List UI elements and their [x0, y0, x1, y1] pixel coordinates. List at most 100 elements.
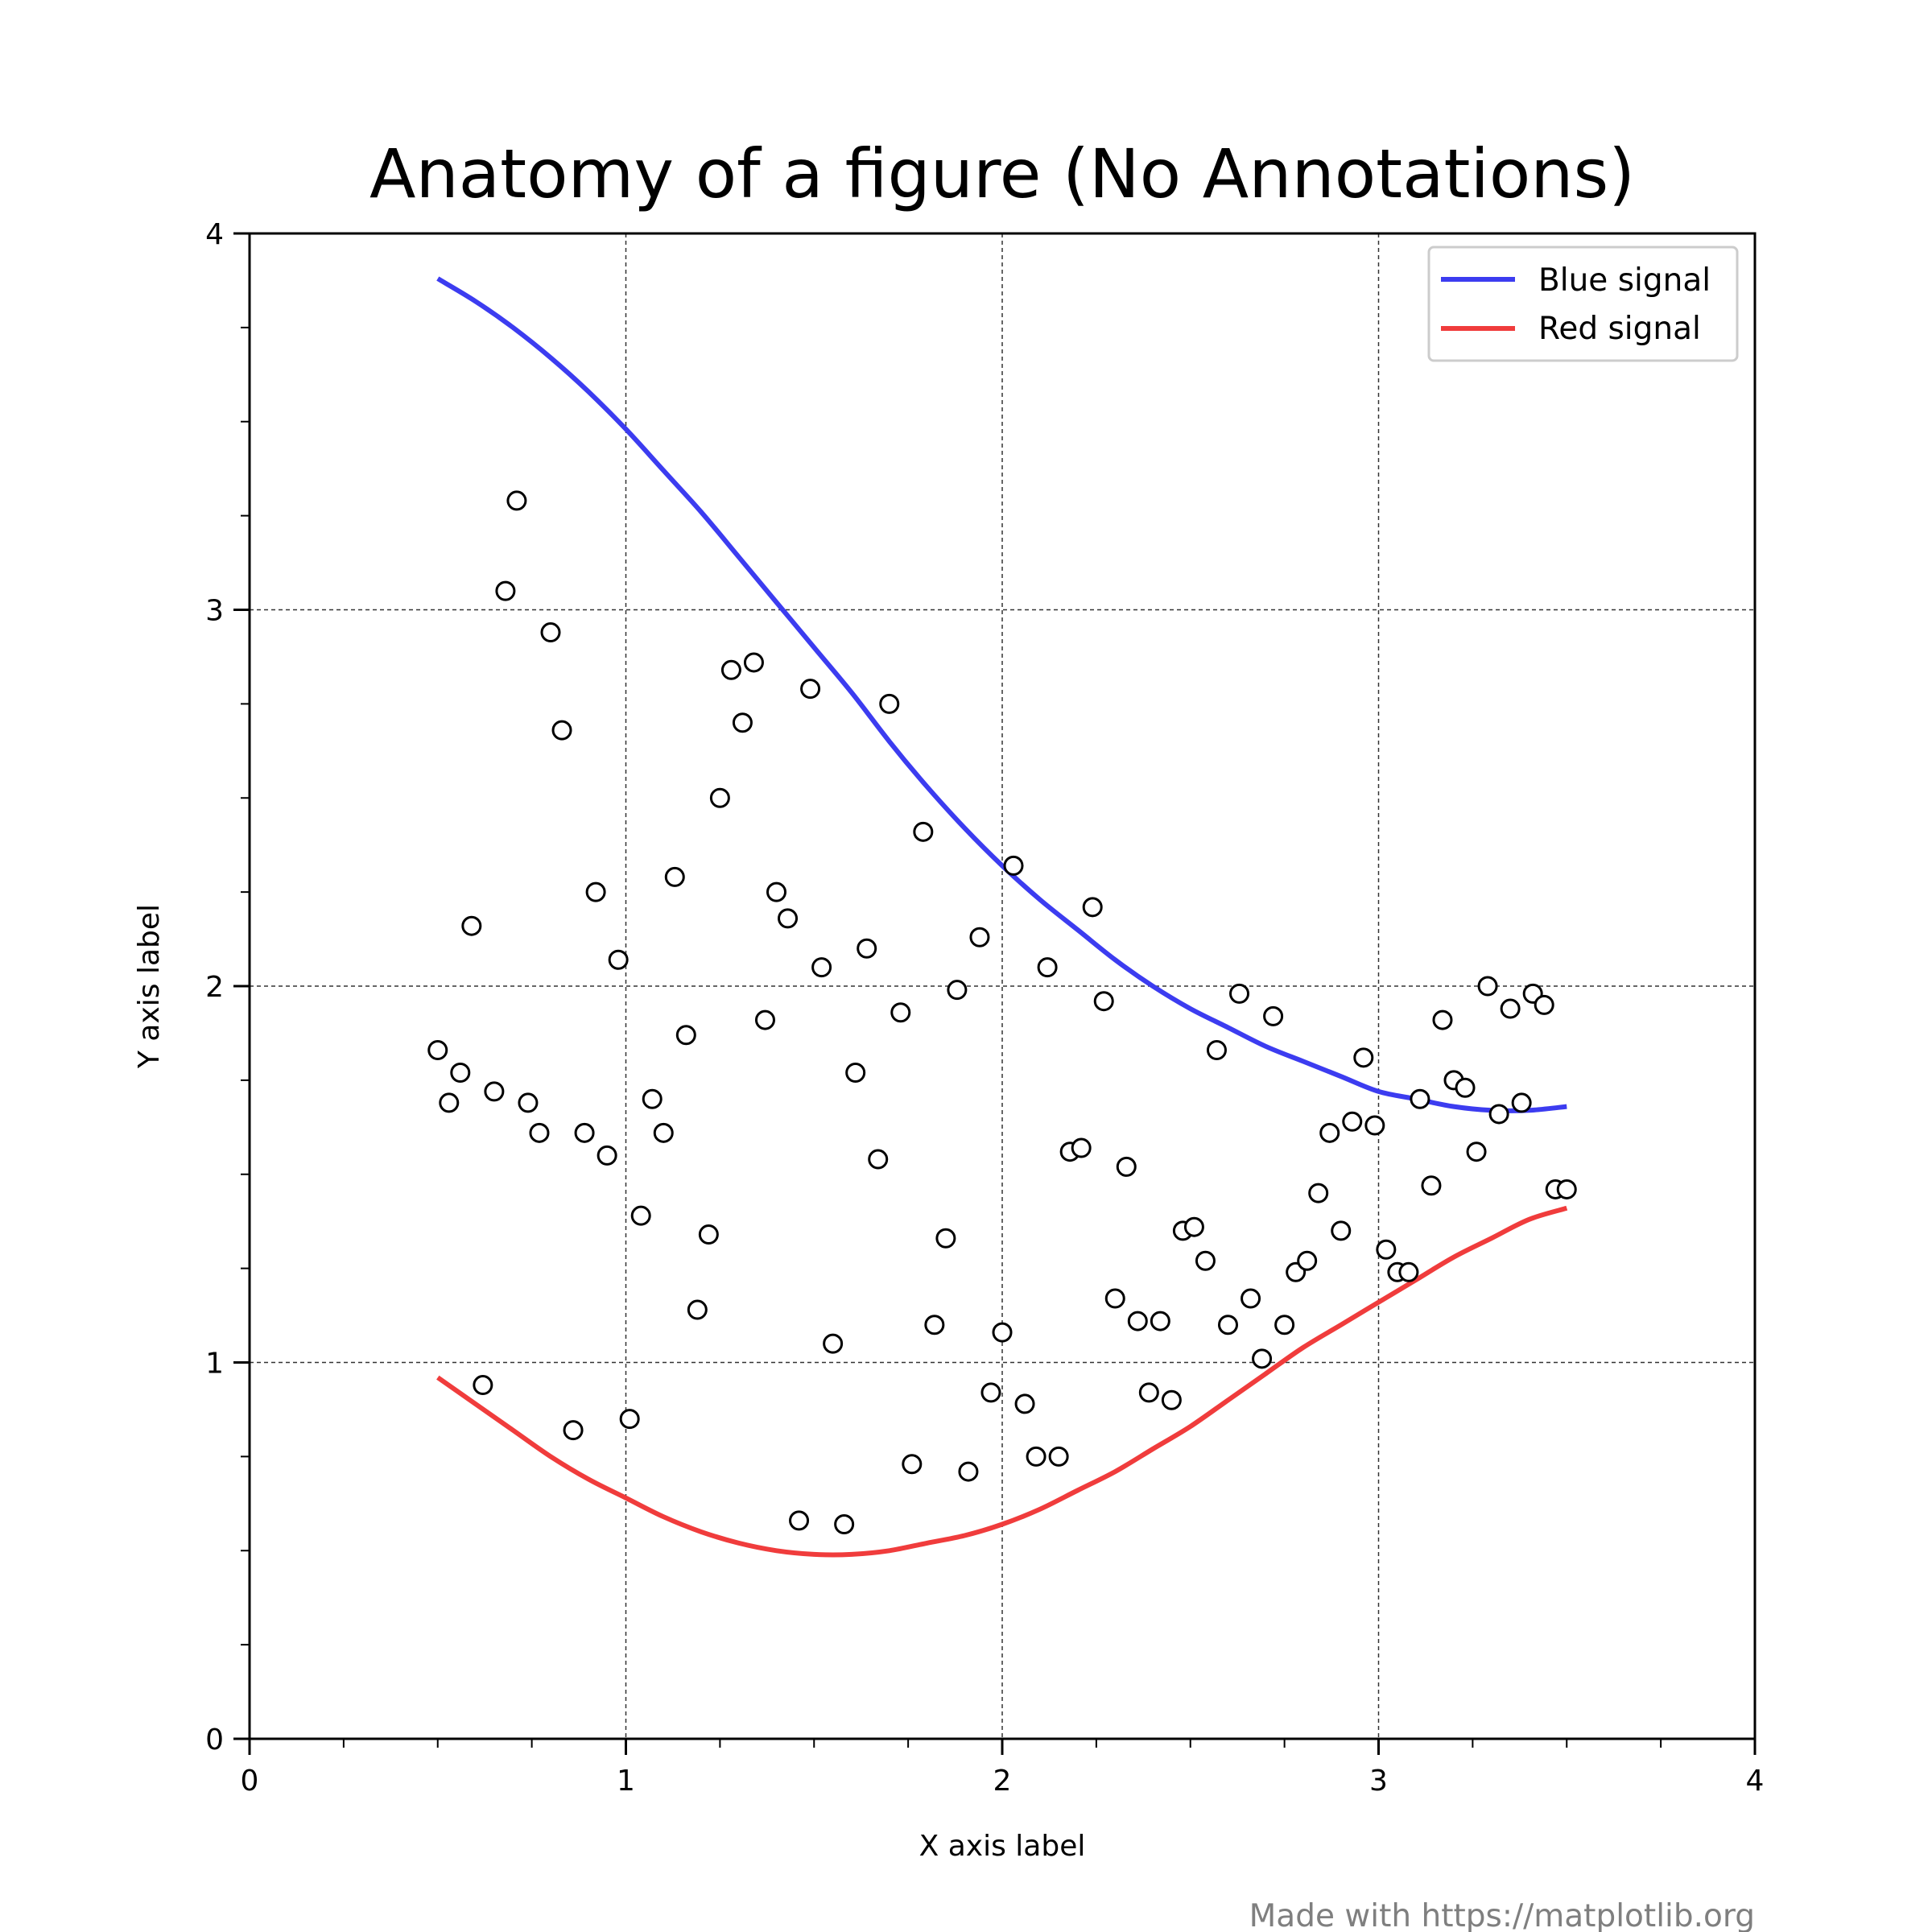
scatter-point-61 — [1116, 1156, 1137, 1177]
scatter-point-62 — [1127, 1311, 1148, 1331]
scatter-point-9 — [529, 1122, 550, 1143]
scatter-point-72 — [1241, 1288, 1261, 1309]
scatter-point-25 — [709, 787, 730, 808]
series-line-1 — [436, 1205, 1568, 1558]
scatter-point-83 — [1364, 1115, 1385, 1136]
scatter-point-15 — [597, 1145, 617, 1166]
scatter-point-98 — [1534, 994, 1554, 1015]
scatter-point-3 — [461, 915, 482, 936]
scatter-point-37 — [845, 1063, 866, 1084]
scatter-point-32 — [789, 1510, 810, 1531]
scatter-point-16 — [608, 949, 629, 970]
scatter-point-52 — [1014, 1393, 1035, 1414]
scatter-point-63 — [1138, 1382, 1159, 1403]
scatter-point-48 — [969, 927, 990, 947]
scatter-point-38 — [857, 938, 877, 959]
scatter-point-10 — [540, 622, 561, 643]
scatter-point-49 — [980, 1382, 1001, 1403]
scatter-point-55 — [1048, 1446, 1069, 1467]
scatter-point-11 — [551, 720, 572, 741]
scatter-point-46 — [947, 980, 968, 1001]
scatter-point-57 — [1071, 1137, 1092, 1158]
x-axis-label: X axis label — [919, 1830, 1086, 1863]
scatter-point-17 — [619, 1409, 640, 1430]
scatter-point-12 — [563, 1420, 584, 1441]
scatter-point-94 — [1488, 1104, 1509, 1125]
scatter-series — [427, 490, 1577, 1535]
scatter-point-2 — [450, 1063, 471, 1084]
x-tick-label-2: 2 — [993, 1765, 1012, 1798]
scatter-point-58 — [1082, 897, 1103, 918]
blue-signal-series — [436, 276, 1567, 1113]
x-tick-label-4: 4 — [1746, 1765, 1765, 1798]
scatter-point-43 — [913, 821, 934, 842]
scatter-point-69 — [1206, 1039, 1227, 1060]
scatter-point-36 — [834, 1514, 855, 1535]
scatter-point-71 — [1229, 983, 1250, 1004]
scatter-point-22 — [675, 1025, 696, 1046]
scatter-point-27 — [732, 712, 753, 733]
scatter-point-23 — [687, 1299, 708, 1320]
scatter-point-31 — [778, 908, 799, 929]
scatter-point-67 — [1183, 1216, 1204, 1237]
scatter-point-84 — [1376, 1239, 1397, 1260]
scatter-point-68 — [1195, 1250, 1216, 1271]
scatter-point-6 — [495, 580, 516, 601]
scatter-point-89 — [1432, 1009, 1453, 1030]
scatter-point-30 — [766, 881, 786, 902]
scatter-point-81 — [1342, 1111, 1363, 1132]
scatter-point-14 — [585, 881, 606, 902]
scatter-point-92 — [1466, 1141, 1487, 1162]
scatter-point-39 — [868, 1149, 889, 1170]
scatter-point-33 — [800, 679, 821, 700]
scatter-point-0 — [427, 1039, 448, 1060]
scatter-point-21 — [664, 866, 685, 887]
x-tick-label-3: 3 — [1369, 1765, 1388, 1798]
scatter-point-51 — [1003, 855, 1024, 876]
scatter-point-26 — [720, 659, 741, 680]
x-tick-label-1: 1 — [617, 1765, 635, 1798]
scatter-point-59 — [1093, 991, 1114, 1012]
scatter-point-40 — [879, 693, 900, 714]
scatter-point-42 — [902, 1454, 923, 1475]
scatter-point-35 — [823, 1333, 844, 1354]
scatter-point-65 — [1161, 1389, 1182, 1410]
chart-title: Anatomy of a figure (No Annotations) — [369, 134, 1635, 213]
scatter-point-54 — [1037, 957, 1058, 978]
scatter-point-88 — [1421, 1175, 1442, 1196]
scatter-point-50 — [992, 1322, 1013, 1343]
grid — [250, 233, 1755, 1739]
scatter-point-8 — [518, 1092, 539, 1113]
scatter-point-86 — [1398, 1261, 1419, 1282]
x-tick-label-0: 0 — [241, 1765, 259, 1798]
scatter-point-87 — [1410, 1088, 1430, 1109]
scatter-point-82 — [1353, 1047, 1374, 1068]
scatter-point-74 — [1263, 1005, 1284, 1026]
scatter-point-41 — [890, 1002, 911, 1023]
scatter-point-4 — [473, 1375, 493, 1396]
scatter-point-29 — [754, 1009, 775, 1030]
legend-label-red: Red signal — [1538, 311, 1701, 347]
scatter-point-1 — [439, 1092, 460, 1113]
scatter-point-44 — [924, 1315, 945, 1335]
credit-text: Made with https://matplotlib.org — [1249, 1898, 1755, 1932]
y-tick-label-3: 3 — [205, 595, 224, 628]
legend-label-blue: Blue signal — [1538, 262, 1711, 299]
scatter-point-18 — [630, 1205, 651, 1226]
y-tick-label-2: 2 — [205, 971, 224, 1004]
scatter-point-70 — [1218, 1315, 1238, 1335]
scatter-point-78 — [1308, 1183, 1329, 1203]
legend: Blue signal Red signal — [1427, 246, 1739, 362]
scatter-point-96 — [1511, 1092, 1532, 1113]
scatter-point-20 — [653, 1122, 674, 1143]
scatter-point-19 — [642, 1088, 663, 1109]
legend-box — [1427, 246, 1739, 362]
scatter-point-7 — [506, 490, 527, 511]
y-tick-label-0: 0 — [205, 1724, 224, 1757]
scatter-point-5 — [484, 1081, 505, 1102]
scatter-point-79 — [1319, 1122, 1340, 1143]
scatter-point-53 — [1026, 1446, 1046, 1467]
scatter-point-77 — [1297, 1250, 1318, 1271]
scatter-point-91 — [1455, 1077, 1476, 1098]
